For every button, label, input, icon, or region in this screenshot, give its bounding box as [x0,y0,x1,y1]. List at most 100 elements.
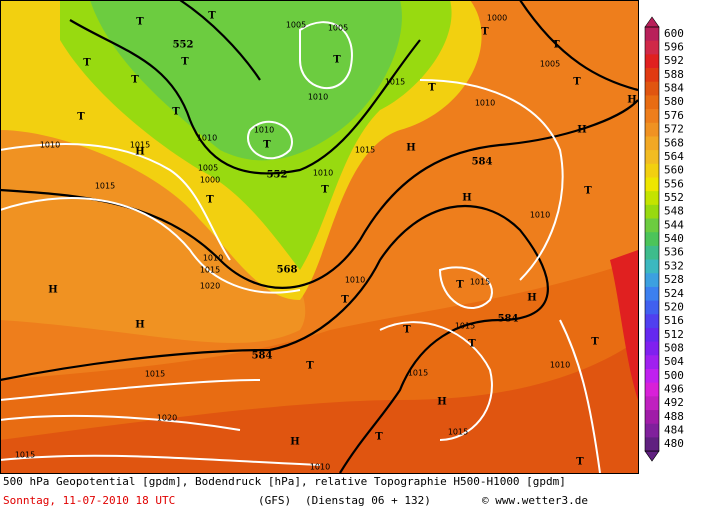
map-label: 1015 [15,451,35,460]
map-label: 1010 [308,93,328,102]
map-label: H [462,193,471,204]
legend-label: 496 [664,383,684,396]
map-label: T [403,325,411,336]
map-label: 1015 [408,369,428,378]
map-label: H [48,285,57,296]
map-label: T [83,58,91,69]
map: T T 552 T T T T T H 1010 1015 1015 1010 1005 1000 T 552 T… [0,0,638,473]
map-label: H [290,437,299,448]
map-label: T [591,337,599,348]
footer-copyright: © www.wetter3.de [482,494,588,507]
legend-label: 568 [664,136,684,149]
legend-swatch [645,327,659,343]
map-label: 1005 [286,21,306,30]
map-label: H [527,293,536,304]
legend-label: 524 [664,287,684,300]
legend-swatch [645,27,659,42]
map-label: T [333,55,341,66]
map-label: 568 [277,265,298,276]
map-label: 1005 [328,24,348,33]
map-label: 1010 [475,99,495,108]
legend-label: 480 [664,437,684,450]
legend-label: 512 [664,328,684,341]
map-label: T [77,112,85,123]
footer-date: Sonntag, 11-07-2010 18 UTC [3,494,175,507]
legend-swatch [645,136,659,151]
map-label: H [437,397,446,408]
footer-run: (Dienstag 06 + 132) [305,494,431,507]
map-label: T [172,107,180,118]
legend-label: 588 [664,68,684,81]
map-label: T [552,40,560,51]
legend: 6005965925885845805765725685645605565525… [644,16,684,462]
legend-label: 592 [664,54,684,67]
map-label: T [468,339,476,350]
legend-arrow-top [644,16,660,28]
region [610,250,638,400]
map-label: H [135,320,144,331]
legend-label: 536 [664,246,684,259]
legend-swatch [645,314,659,329]
map-label: 1010 [310,463,330,472]
legend-swatch [645,163,659,178]
legend-label: 552 [664,191,684,204]
legend-label: 572 [664,123,684,136]
legend-frame [644,26,660,452]
map-label: 1020 [157,414,177,423]
legend-swatch [645,204,659,219]
map-label: 1015 [95,182,115,191]
map-label: H [577,125,586,136]
legend-label: 492 [664,396,684,409]
map-label: T [206,195,214,206]
map-label: 1015 [355,146,375,155]
isobars [0,21,601,473]
legend-label: 504 [664,355,684,368]
legend-label: 500 [664,369,684,382]
legend-label: 520 [664,300,684,313]
legend-swatch [645,423,659,438]
map-label: 1000 [200,176,220,185]
map-label: T [131,75,139,86]
legend-label: 548 [664,205,684,218]
map-label: H [406,143,415,154]
legend-swatch [645,382,659,397]
map-label: 584 [252,351,273,362]
map-label: 584 [498,314,519,325]
map-label: T [208,11,216,22]
map-label: T [181,57,189,68]
region [0,340,638,473]
map-label: 1005 [540,60,560,69]
legend-label: 576 [664,109,684,122]
legend-swatch [645,232,659,247]
map-label: T [456,280,464,291]
legend-label: 596 [664,41,684,54]
map-label: 1010 [40,141,60,150]
legend-label: 484 [664,424,684,437]
legend-swatch [645,286,659,301]
legend-swatch [645,218,659,233]
map-frame [0,0,639,474]
legend-label: 544 [664,218,684,231]
legend-swatch [645,410,659,425]
map-label: T [375,432,383,443]
legend-swatch [645,40,659,55]
map-label: 1010 [313,169,333,178]
legend-swatch [645,81,659,96]
legend-swatch [645,122,659,137]
map-label: 1020 [200,282,220,291]
map-label: 1000 [487,14,507,23]
map-label: T [576,457,584,468]
map-label: H [627,95,636,106]
legend-arrow-bottom [644,450,660,462]
map-label: T [573,77,581,88]
legend-label: 540 [664,232,684,245]
map-label: 1015 [385,78,405,87]
legend-label: 580 [664,95,684,108]
legend-label: 560 [664,164,684,177]
legend-swatch [645,259,659,274]
legend-label: 584 [664,82,684,95]
map-label: 1010 [203,254,223,263]
legend-swatch [645,150,659,165]
